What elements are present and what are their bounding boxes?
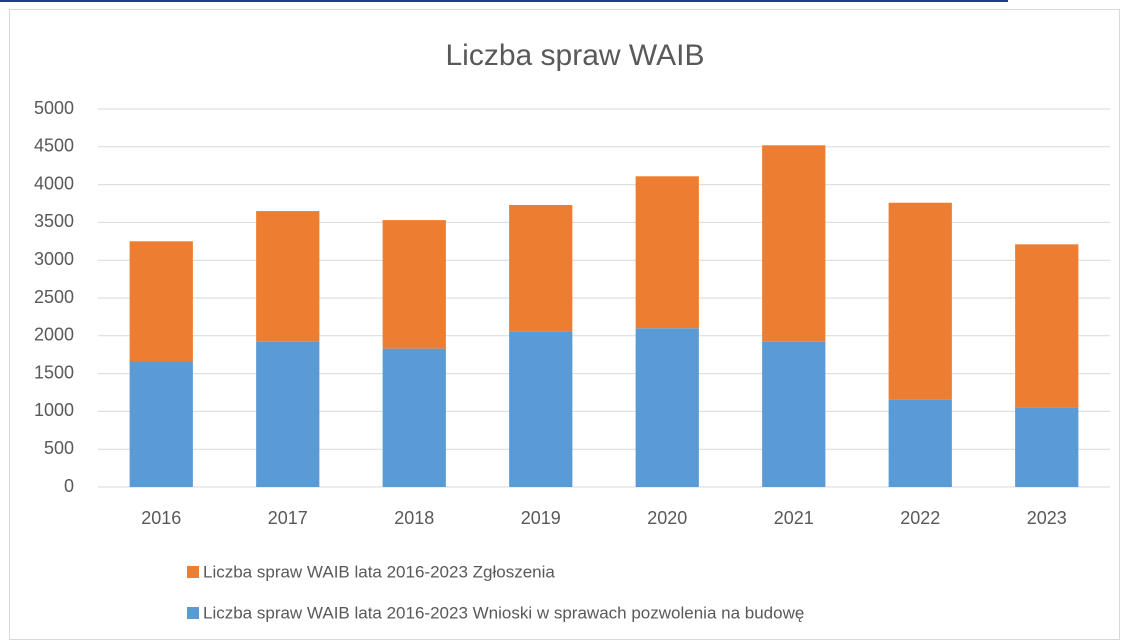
bar-segment bbox=[762, 341, 826, 487]
y-tick-label: 3000 bbox=[34, 249, 74, 269]
bar-segment bbox=[382, 220, 446, 349]
x-tick-label: 2021 bbox=[774, 508, 814, 528]
y-tick-label: 500 bbox=[44, 438, 74, 458]
y-tick-label: 0 bbox=[64, 476, 74, 496]
bar-segment bbox=[509, 331, 573, 487]
x-tick-label: 2019 bbox=[521, 508, 561, 528]
bar-segment bbox=[1015, 407, 1079, 487]
x-tick-label: 2018 bbox=[394, 508, 434, 528]
bar-segment bbox=[635, 328, 699, 487]
y-tick-label: 3500 bbox=[34, 211, 74, 231]
y-tick-label: 2000 bbox=[34, 325, 74, 345]
bar-segment bbox=[382, 348, 446, 487]
y-tick-label: 1000 bbox=[34, 400, 74, 420]
x-tick-label: 2016 bbox=[141, 508, 181, 528]
bar-segment bbox=[635, 176, 699, 329]
bar-segment bbox=[256, 341, 320, 487]
y-tick-label: 5000 bbox=[34, 98, 74, 118]
y-tick-label: 4000 bbox=[34, 173, 74, 193]
x-tick-label: 2020 bbox=[647, 508, 687, 528]
x-tick-label: 2023 bbox=[1027, 508, 1067, 528]
legend-swatch bbox=[187, 566, 199, 578]
y-tick-label: 2500 bbox=[34, 287, 74, 307]
legend-label: Liczba spraw WAIB lata 2016-2023 Zgłosze… bbox=[203, 562, 555, 581]
bar-segment bbox=[888, 202, 952, 400]
bar-segment bbox=[888, 399, 952, 487]
x-tick-label: 2022 bbox=[900, 508, 940, 528]
legend-label: Liczba spraw WAIB lata 2016-2023 Wnioski… bbox=[203, 603, 804, 622]
y-tick-label: 4500 bbox=[34, 136, 74, 156]
legend-swatch bbox=[187, 607, 199, 619]
x-tick-label: 2017 bbox=[268, 508, 308, 528]
chart-title: Liczba spraw WAIB bbox=[446, 39, 705, 72]
y-tick-label: 1500 bbox=[34, 362, 74, 382]
top-rule bbox=[0, 0, 1008, 2]
bar-segment bbox=[509, 205, 573, 332]
bar-segment bbox=[256, 211, 320, 342]
bar-segment bbox=[762, 145, 826, 342]
bar-segment bbox=[1015, 244, 1079, 408]
bar-segment bbox=[129, 361, 193, 487]
bar-segment bbox=[129, 241, 193, 362]
